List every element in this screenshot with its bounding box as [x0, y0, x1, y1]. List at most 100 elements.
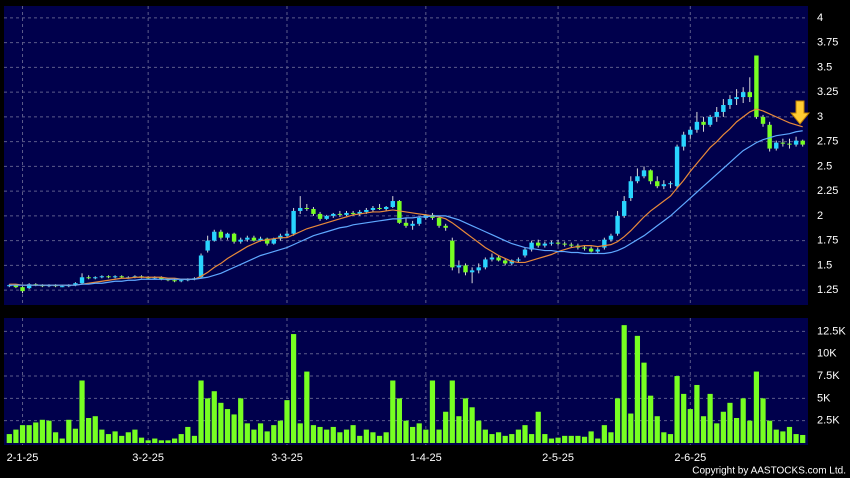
y-tick-label: 1.75	[817, 235, 838, 247]
volume-bar	[337, 432, 343, 443]
candle-body	[754, 55, 759, 117]
volume-bar	[740, 398, 746, 443]
volume-bar	[19, 425, 26, 443]
candle-body	[628, 181, 633, 199]
volume-bar	[667, 434, 674, 443]
arrow-marker	[789, 100, 811, 125]
candle-body	[198, 255, 204, 278]
y-tick-label: 12.5K	[817, 325, 846, 337]
candle-body	[258, 238, 263, 241]
volume-bar	[462, 398, 469, 443]
y-tick-label: 7.5K	[817, 370, 840, 382]
candle-body	[450, 240, 455, 268]
candle-body	[674, 146, 680, 187]
candle-body	[397, 201, 402, 223]
volume-bar	[588, 431, 594, 443]
candle-body	[324, 215, 329, 219]
volume-bar	[33, 422, 39, 443]
candle-body	[681, 134, 686, 147]
volume-bar	[581, 436, 588, 443]
volume-bar	[522, 425, 528, 443]
volume-bar	[436, 429, 442, 443]
candle-body	[496, 257, 501, 261]
candle-body	[747, 92, 753, 98]
volume-bar	[403, 420, 409, 443]
candle-body	[721, 105, 726, 112]
candle-body	[767, 124, 772, 149]
candle-body	[344, 212, 349, 215]
volume-bar	[529, 434, 535, 443]
candle-body	[231, 233, 237, 242]
y-tick-label: 2.75	[817, 136, 838, 148]
candle-body	[727, 99, 733, 106]
volume-bar	[753, 371, 760, 443]
volume-bar	[767, 420, 773, 443]
volume-bar	[218, 402, 224, 443]
y-tick-label: 3.75	[817, 37, 838, 49]
volume-bar	[575, 435, 581, 443]
volume-bar	[125, 432, 131, 443]
candle-body	[701, 121, 706, 125]
volume-bar	[780, 431, 786, 443]
x-tick-label: 2-1-25	[7, 452, 39, 464]
y-tick-label: 1.5	[817, 259, 832, 271]
candle-body	[350, 212, 356, 214]
candle-body	[456, 265, 462, 268]
candle-body	[615, 215, 620, 234]
price-panel	[4, 6, 808, 305]
candle-body	[688, 129, 693, 135]
candle-body	[331, 213, 336, 216]
volume-bar	[171, 438, 178, 443]
volume-bar	[277, 420, 283, 443]
volume-bar	[66, 419, 72, 443]
volume-bar	[99, 429, 105, 443]
volume-bar	[350, 425, 356, 443]
volume-bar	[800, 434, 806, 443]
candle-body	[7, 285, 12, 287]
volume-bar	[614, 398, 621, 443]
volume-bar	[786, 426, 793, 443]
y-tick-label: 3	[817, 111, 823, 123]
volume-bar	[733, 418, 740, 443]
y-tick-label: 1.25	[817, 284, 838, 296]
candle-body	[734, 97, 739, 100]
y-tick-label: 2.5K	[817, 415, 840, 427]
volume-bar	[416, 423, 422, 443]
volume-bar	[284, 400, 290, 443]
candle-body	[20, 287, 25, 292]
candle-body	[417, 217, 422, 224]
candle-body	[668, 183, 673, 185]
volume-bar	[271, 425, 277, 443]
candle-body	[13, 285, 19, 288]
volume-bar	[687, 409, 693, 443]
candle-body	[390, 201, 395, 207]
volume-bar	[363, 429, 369, 443]
volume-bar	[383, 432, 389, 443]
candle-body	[483, 259, 488, 268]
candle-body	[304, 207, 310, 209]
candle-body	[337, 213, 343, 215]
candle-body	[635, 176, 640, 182]
candle-body	[608, 235, 614, 240]
volume-bar	[105, 434, 112, 443]
candle-body	[707, 116, 713, 125]
candle-body	[112, 276, 118, 278]
volume-bar	[191, 435, 198, 443]
volume-bar	[205, 398, 211, 443]
candle-body	[648, 170, 653, 182]
volume-bar	[410, 426, 416, 443]
candle-body	[238, 239, 243, 242]
volume-bar	[641, 362, 647, 443]
y-tick-label: 2	[817, 210, 823, 222]
volume-bar	[681, 393, 687, 443]
volume-bar	[449, 380, 455, 443]
candle-body	[476, 267, 481, 271]
candle-body	[298, 207, 303, 211]
volume-bar	[727, 402, 733, 443]
candle-body	[787, 143, 792, 145]
x-tick-label: 2-6-25	[674, 452, 706, 464]
candle-body	[271, 238, 276, 244]
candle-body	[383, 206, 389, 209]
candle-body	[641, 170, 647, 177]
